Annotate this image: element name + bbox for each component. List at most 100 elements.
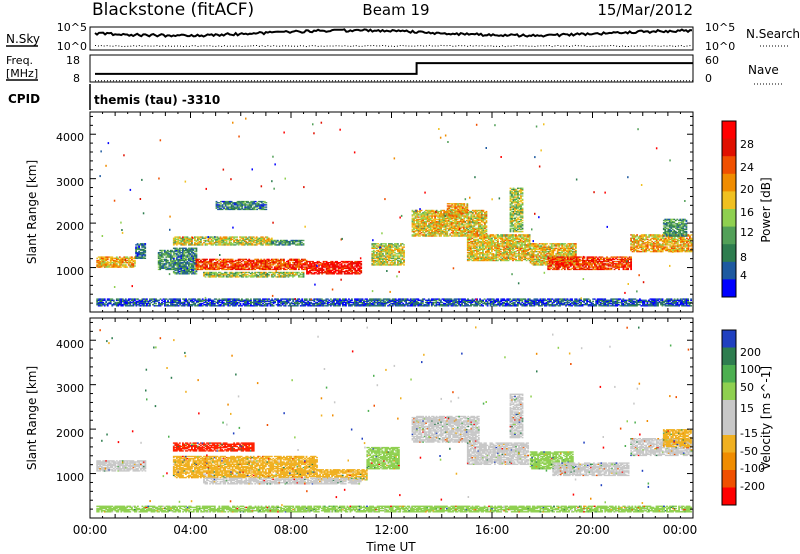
range-cell bbox=[481, 228, 483, 229]
range-cell bbox=[360, 268, 362, 269]
range-cell bbox=[271, 238, 273, 239]
freq-unit: [MHz] bbox=[6, 67, 38, 80]
range-cell bbox=[529, 238, 531, 239]
scatter-band bbox=[271, 240, 305, 246]
scatter-band bbox=[467, 234, 531, 261]
station-title: Blackstone (fitACF) bbox=[92, 0, 254, 20]
range-cell bbox=[421, 225, 423, 226]
beam-title: Beam 19 bbox=[362, 1, 429, 19]
power-panel: Slant Range [km] 1000 2000 3000 4000 bbox=[25, 112, 693, 312]
range-cell bbox=[397, 243, 399, 244]
range-cell bbox=[241, 263, 243, 264]
range-cell bbox=[529, 234, 531, 235]
range-cell bbox=[320, 272, 322, 273]
range-cell bbox=[521, 260, 523, 261]
range-cell bbox=[483, 210, 485, 211]
range-cell bbox=[481, 224, 483, 225]
range-cell bbox=[144, 258, 146, 259]
range-cell bbox=[236, 236, 238, 237]
range-cell bbox=[491, 238, 493, 239]
range-cell bbox=[320, 268, 322, 269]
range-cell bbox=[502, 258, 504, 259]
scatter-band bbox=[203, 272, 304, 278]
range-cell bbox=[253, 236, 255, 237]
range-cell bbox=[180, 248, 182, 249]
range-cell bbox=[256, 236, 258, 237]
range-cell bbox=[180, 258, 182, 259]
range-cell bbox=[480, 234, 482, 235]
range-cell bbox=[241, 240, 243, 241]
range-cell bbox=[335, 268, 337, 269]
range-cell bbox=[502, 252, 504, 253]
range-cell bbox=[283, 259, 285, 260]
range-cell bbox=[301, 244, 303, 245]
noise-panel: N.Sky 10^5 10^0 10^5 10^0 N.Search bbox=[6, 21, 800, 53]
range-cell bbox=[265, 209, 267, 210]
range-cell bbox=[200, 236, 202, 237]
scatter-band bbox=[135, 243, 146, 259]
range-cell bbox=[486, 220, 488, 221]
scatter-band bbox=[158, 250, 173, 270]
range-cell bbox=[220, 261, 222, 262]
range-cell bbox=[481, 218, 483, 219]
range-cell bbox=[301, 263, 303, 264]
range-cell bbox=[460, 213, 462, 214]
range-cell bbox=[456, 218, 458, 219]
range-cell bbox=[180, 268, 182, 269]
range-cell bbox=[403, 244, 405, 245]
cpid-value: themis (tau) -3310 bbox=[94, 93, 220, 107]
range-cell bbox=[289, 262, 291, 263]
noise-sky-line bbox=[95, 29, 692, 36]
range-cell bbox=[144, 254, 146, 255]
range-cell bbox=[159, 250, 161, 251]
range-cell bbox=[421, 232, 423, 233]
range-cell bbox=[200, 260, 202, 261]
range-cell bbox=[466, 203, 468, 204]
range-cell bbox=[134, 260, 136, 261]
scatter-band bbox=[371, 243, 405, 266]
range-cell bbox=[341, 268, 343, 269]
range-cell bbox=[421, 228, 423, 229]
range-cell bbox=[180, 250, 182, 251]
range-cell bbox=[200, 244, 202, 245]
range-cell bbox=[421, 234, 423, 235]
range-cell bbox=[241, 236, 243, 237]
range-cell bbox=[129, 264, 131, 265]
range-cell bbox=[140, 258, 142, 259]
range-cell bbox=[241, 259, 243, 260]
range-cell bbox=[303, 272, 305, 273]
range-cell bbox=[262, 236, 264, 237]
noise-tick-bottom-right: 10^0 bbox=[705, 40, 735, 53]
range-cell bbox=[220, 238, 222, 239]
range-cell bbox=[376, 248, 378, 249]
range-cell bbox=[159, 254, 161, 255]
range-cell bbox=[403, 246, 405, 247]
range-cell bbox=[140, 243, 142, 244]
range-cell bbox=[129, 260, 131, 261]
range-cell bbox=[220, 268, 222, 269]
range-cell bbox=[144, 246, 146, 247]
range-cell bbox=[200, 239, 202, 240]
range-cell bbox=[480, 258, 482, 259]
freq-tick-top: 18 bbox=[66, 54, 80, 67]
range-cell bbox=[502, 234, 504, 235]
range-cell bbox=[260, 268, 262, 269]
range-cell bbox=[460, 208, 462, 209]
range-cell bbox=[194, 238, 196, 239]
range-cell bbox=[260, 259, 262, 260]
range-cell bbox=[502, 249, 504, 250]
noise-tick-top: 10^5 bbox=[57, 21, 87, 34]
scatter-band bbox=[306, 261, 362, 275]
scatter-band bbox=[173, 236, 273, 245]
range-cell bbox=[107, 258, 109, 259]
range-cell bbox=[110, 258, 112, 259]
range-cell bbox=[159, 268, 161, 269]
range-cell bbox=[260, 236, 262, 237]
scatter-band bbox=[510, 188, 524, 233]
range-cell bbox=[126, 256, 128, 257]
range-cell bbox=[421, 210, 423, 211]
range-cell bbox=[440, 219, 442, 220]
range-cell bbox=[481, 210, 483, 211]
noise-search-line bbox=[95, 45, 692, 46]
range-cell bbox=[180, 262, 182, 263]
